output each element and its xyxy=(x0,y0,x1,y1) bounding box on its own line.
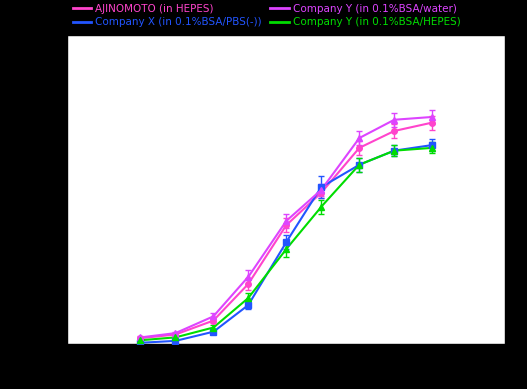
X-axis label: Conc. (ng/mL): Conc. (ng/mL) xyxy=(237,372,335,385)
Legend: AJINOMOTO (in HEPES), Company X (in 0.1%BSA/PBS(-)), Company Y (in 0.1%BSA/water: AJINOMOTO (in HEPES), Company X (in 0.1%… xyxy=(73,4,461,27)
Y-axis label: Luminescence: Luminescence xyxy=(4,150,14,230)
